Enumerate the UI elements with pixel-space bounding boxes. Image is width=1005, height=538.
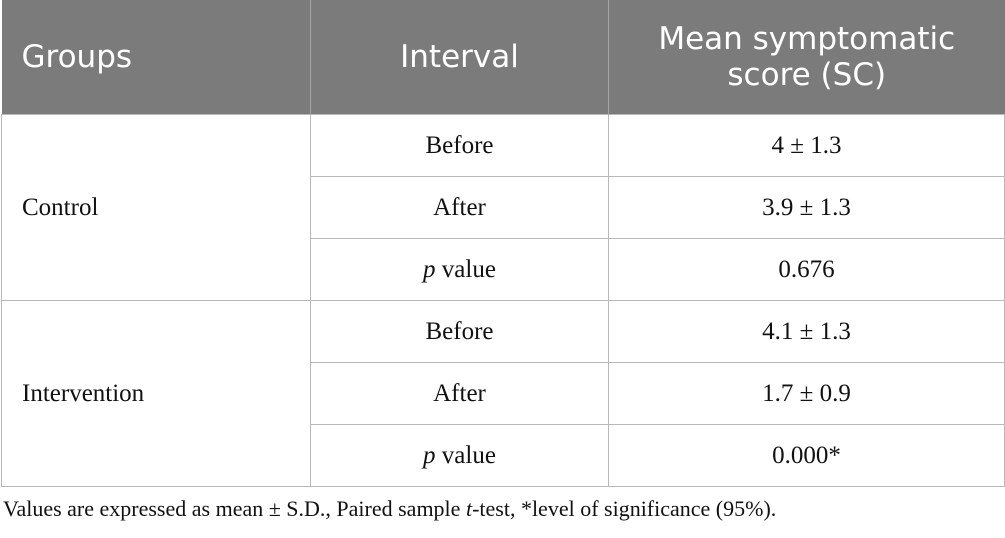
group-name-intervention: Intervention [1, 300, 311, 487]
score-cell: 1.7 ± 0.9 [608, 362, 1005, 425]
footnote-text-1: Values are expressed as mean ± S.D., Pai… [3, 496, 466, 521]
interval-cell: p value [310, 238, 609, 301]
interval-cell: p value [310, 424, 609, 487]
header-groups: Groups [1, 0, 311, 115]
interval-cell: Before [310, 114, 609, 177]
interval-cell: After [310, 176, 609, 239]
score-cell: 3.9 ± 1.3 [608, 176, 1005, 239]
interval-cell: After [310, 362, 609, 425]
score-cell: 4.1 ± 1.3 [608, 300, 1005, 363]
interval-text: value [435, 441, 496, 469]
score-cell: 0.000* [608, 424, 1005, 487]
table-footnote: Values are expressed as mean ± S.D., Pai… [3, 496, 776, 522]
table-row: Intervention Before 4.1 ± 1.3 [1, 300, 1005, 487]
table-row: p value 0.000* [2, 424, 1005, 487]
p-symbol: p [423, 255, 436, 283]
table-row: After 1.7 ± 0.9 [2, 362, 1005, 425]
score-cell: 0.676 [608, 238, 1005, 301]
footnote-text-2: -test, *level of significance (95%). [472, 496, 777, 521]
p-symbol: p [423, 441, 436, 469]
group-name-control: Control [1, 114, 311, 301]
table-row: Control Before 4 ± 1.3 [1, 114, 1005, 301]
header-row: Groups Interval Mean symptomatic score (… [1, 0, 1005, 115]
table-row: After 3.9 ± 1.3 [2, 176, 1005, 239]
header-mean-score: Mean symptomatic score (SC) [608, 0, 1005, 115]
score-cell: 4 ± 1.3 [608, 114, 1005, 177]
results-table: Groups Interval Mean symptomatic score (… [1, 0, 1005, 487]
footnote-t-symbol: t [465, 496, 473, 521]
header-interval: Interval [310, 0, 609, 115]
interval-cell: Before [310, 300, 609, 363]
interval-text: value [435, 255, 496, 283]
